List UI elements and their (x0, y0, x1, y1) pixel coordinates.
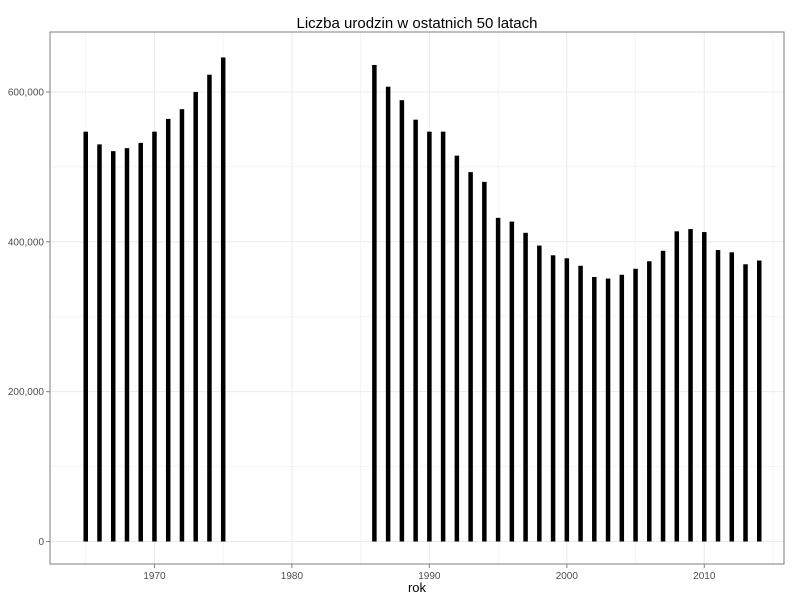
bar-1995 (495, 217, 501, 542)
bar-2002 (592, 277, 597, 542)
bar-2012 (729, 252, 735, 542)
y-axis: 0 200,000 400,000 600,000 (8, 87, 50, 548)
y-tick-label: 400,000 (8, 237, 45, 248)
bar-1988 (399, 100, 405, 542)
bar-1970 (152, 131, 157, 542)
bar-1974 (207, 74, 212, 542)
bar-2000 (564, 258, 570, 542)
bar-2007 (660, 250, 666, 542)
bar-1992 (454, 155, 460, 542)
bar-2003 (605, 278, 611, 542)
bar-2013 (743, 264, 748, 542)
x-axis: 1970 1980 1990 2000 2010 (143, 564, 716, 582)
panel-border (49, 31, 785, 565)
bar-1966 (97, 144, 102, 542)
bar-1991 (440, 131, 446, 542)
bar-1973 (193, 91, 198, 542)
bar-1969 (138, 142, 143, 542)
bar-1996 (509, 221, 515, 542)
x-tick-label: 1980 (281, 571, 304, 582)
y-tick-label: 0 (38, 537, 44, 548)
bar-1998 (537, 245, 542, 542)
bar-1971 (165, 118, 171, 542)
bar-2001 (578, 265, 583, 542)
bar-1972 (179, 109, 185, 542)
bar-1968 (124, 148, 130, 542)
bar-2014 (757, 260, 762, 542)
bar-2011 (715, 250, 721, 542)
chart-title: Liczba urodzin w ostatnich 50 latach (297, 15, 538, 32)
x-tick-label: 1990 (418, 571, 441, 582)
bar-1994 (482, 181, 487, 542)
bar-1975 (220, 57, 226, 542)
x-axis-label: rok (408, 580, 427, 595)
bars-layer (83, 57, 762, 542)
bar-1999 (550, 255, 556, 542)
bar-1986 (372, 64, 377, 542)
bar-1997 (523, 232, 528, 542)
bar-2010 (702, 232, 707, 542)
bar-1987 (385, 86, 391, 542)
bar-1965 (83, 131, 88, 542)
bar-2006 (647, 261, 652, 542)
bar-2009 (688, 229, 693, 542)
y-tick-label: 600,000 (8, 87, 45, 98)
bar-1993 (468, 172, 473, 542)
bar-1967 (110, 151, 116, 542)
x-tick-label: 2010 (693, 571, 716, 582)
bar-2005 (633, 268, 638, 542)
x-tick-label: 2000 (556, 571, 579, 582)
bar-1990 (427, 131, 432, 542)
bar-2008 (674, 231, 680, 542)
y-tick-label: 200,000 (8, 387, 45, 398)
bar-2004 (619, 274, 625, 542)
bar-1989 (413, 119, 418, 542)
x-tick-label: 1970 (143, 571, 166, 582)
